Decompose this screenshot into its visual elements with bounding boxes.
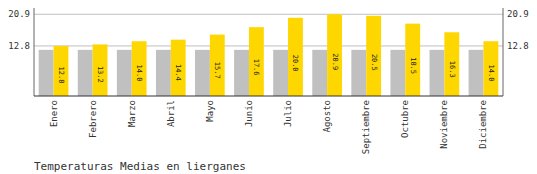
x-tick-label: Febrero xyxy=(88,100,98,138)
bars xyxy=(39,14,499,96)
x-tick-label: Junio xyxy=(244,100,254,127)
x-tick-label: Julio xyxy=(283,100,293,127)
data-label: 14.0 xyxy=(487,65,495,82)
data-label: 18.5 xyxy=(409,57,417,74)
data-label: 14.4 xyxy=(174,64,182,81)
bar xyxy=(132,41,147,96)
y2-tick-label: 20.9 xyxy=(507,9,529,19)
bar xyxy=(156,50,171,96)
x-tick-label: Noviembre xyxy=(439,100,449,149)
bar xyxy=(117,50,132,96)
x-tick-label: Agosto xyxy=(322,100,332,133)
data-label: 14.0 xyxy=(135,65,143,82)
x-axis-line xyxy=(34,96,503,97)
bar xyxy=(312,50,327,96)
bar xyxy=(54,46,69,96)
x-tick-label: Septiembre xyxy=(361,100,371,154)
x-tick-label: Marzo xyxy=(127,100,137,127)
bar xyxy=(93,44,108,96)
bar xyxy=(249,27,264,96)
bar xyxy=(78,50,93,96)
bar xyxy=(195,50,210,96)
data-label: 13.2 xyxy=(96,66,104,83)
grid-line xyxy=(34,14,503,15)
bar xyxy=(273,50,288,96)
bar xyxy=(430,50,445,96)
x-tick-label: Diciembre xyxy=(478,100,488,149)
chart-container: 12.8 13.2 14.0 14.4 15.7 17.6 20.0 20.9 20.5 18.5… xyxy=(0,0,537,174)
title: Temperaturas Medias en lierganes xyxy=(34,160,246,173)
chart-svg: 12.8 13.2 14.0 14.4 15.7 17.6 20.0 20.9 20.5 18.5… xyxy=(0,0,537,174)
data-label: 12.8 xyxy=(57,67,65,84)
data-label: 20.0 xyxy=(291,55,299,72)
y2-axis-line xyxy=(503,8,504,96)
bar xyxy=(327,14,342,96)
bar xyxy=(288,18,303,96)
bar xyxy=(171,40,186,96)
x-tick-label: Mayo xyxy=(205,100,215,122)
y-tick-label: 20.9 xyxy=(8,9,30,19)
bar xyxy=(483,41,498,96)
bar xyxy=(234,50,249,96)
data-label: 15.7 xyxy=(213,62,221,79)
x-tick-label: Octubre xyxy=(400,100,410,138)
data-label: 17.6 xyxy=(252,59,260,76)
y-tick-label: 12.8 xyxy=(8,41,30,51)
y-axis-line xyxy=(34,8,35,96)
data-label: 16.3 xyxy=(448,61,456,78)
x-tick-label: Enero xyxy=(49,100,59,127)
bar xyxy=(351,50,366,96)
data-label: 20.5 xyxy=(370,54,378,71)
bar xyxy=(210,35,225,96)
bar xyxy=(469,50,484,96)
bar xyxy=(444,32,459,96)
bar xyxy=(366,16,381,96)
x-tick-label: Abril xyxy=(166,100,176,127)
bar xyxy=(390,50,405,96)
bar xyxy=(39,50,54,96)
data-label: 20.9 xyxy=(331,53,339,70)
bar xyxy=(405,24,420,96)
y2-tick-label: 12.8 xyxy=(507,41,529,51)
